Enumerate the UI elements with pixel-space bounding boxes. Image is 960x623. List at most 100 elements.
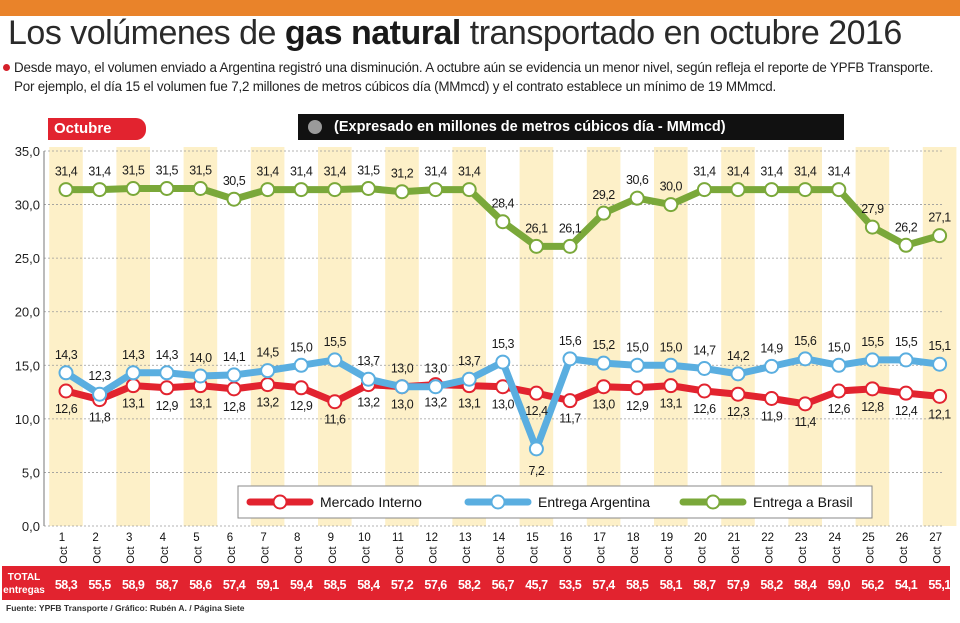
data-point-argentina xyxy=(327,352,343,368)
column-stripe xyxy=(788,147,822,526)
data-point-brasil xyxy=(360,181,376,196)
data-point-argentina xyxy=(864,352,880,368)
x-tick-day: 14 xyxy=(492,532,505,544)
data-point-argentina xyxy=(360,371,376,387)
x-tick-day: 23 xyxy=(795,532,808,544)
data-label-argentina: 15,2 xyxy=(592,338,615,352)
data-label-brasil: 29,2 xyxy=(592,188,615,202)
data-point-brasil xyxy=(58,182,74,198)
total-value: 57,4 xyxy=(592,578,615,592)
data-label-argentina: 15,1 xyxy=(928,339,951,353)
x-tick-month: Oct xyxy=(192,546,204,563)
data-label-brasil: 31,4 xyxy=(828,165,851,179)
x-tick-day: 13 xyxy=(459,532,472,544)
data-label-mercado: 12,6 xyxy=(828,402,851,416)
column-stripe xyxy=(385,147,419,526)
data-point-argentina xyxy=(932,356,948,372)
data-label-mercado: 12,6 xyxy=(693,402,716,416)
total-value: 54,1 xyxy=(895,578,918,592)
data-label-argentina: 14,3 xyxy=(55,348,78,362)
data-point-mercado xyxy=(932,388,948,404)
data-point-brasil xyxy=(696,182,712,198)
data-label-mercado: 11,6 xyxy=(324,413,346,427)
total-value: 56,2 xyxy=(861,578,884,592)
data-label-argentina: 13,7 xyxy=(458,354,481,368)
y-tick-label: 10,0 xyxy=(15,412,40,427)
column-stripe xyxy=(519,147,554,526)
totals-label-2: entregas xyxy=(3,585,45,596)
x-tick-month: Oct xyxy=(764,546,776,563)
x-tick-month: Oct xyxy=(260,546,272,563)
x-tick-month: Oct xyxy=(898,546,910,563)
x-tick-day: 16 xyxy=(560,532,573,544)
x-tick-month: Oct xyxy=(293,546,305,563)
description-text: Desde mayo, el volumen enviado a Argenti… xyxy=(14,60,934,94)
description-bullet xyxy=(3,64,10,71)
legend-label-mercado: Mercado Interno xyxy=(320,494,422,510)
data-label-argentina: 12,3 xyxy=(88,369,111,383)
data-label-argentina: 14,3 xyxy=(122,348,145,362)
data-label-brasil: 28,4 xyxy=(492,197,515,211)
data-label-mercado: 13,1 xyxy=(660,397,683,411)
x-tick-day: 3 xyxy=(126,532,132,544)
source-footer: Fuente: YPFB Transporte / Gráfico: Rubén… xyxy=(6,603,245,613)
y-tick-label: 30,0 xyxy=(15,198,40,213)
x-tick-day: 26 xyxy=(896,532,909,544)
data-label-mercado: 13,1 xyxy=(458,397,481,411)
data-point-brasil xyxy=(898,237,914,253)
total-value: 59,0 xyxy=(828,578,851,592)
data-point-brasil xyxy=(428,182,444,198)
data-point-mercado xyxy=(898,385,914,401)
data-label-argentina: 15,6 xyxy=(794,334,817,348)
data-point-argentina xyxy=(226,367,242,383)
data-point-mercado xyxy=(864,381,880,397)
data-label-mercado: 11,7 xyxy=(559,412,581,426)
data-point-argentina xyxy=(125,365,141,381)
column-stripe xyxy=(250,147,285,526)
data-label-mercado: 11,8 xyxy=(89,411,111,425)
total-value: 57,4 xyxy=(223,578,246,592)
data-label-brasil: 26,2 xyxy=(895,220,918,234)
data-label-mercado: 13,1 xyxy=(122,397,145,411)
data-point-brasil xyxy=(663,197,679,213)
total-value: 59,1 xyxy=(256,578,279,592)
data-point-mercado xyxy=(797,396,813,412)
x-tick-day: 15 xyxy=(526,532,539,544)
data-label-mercado: 13,2 xyxy=(424,396,447,410)
data-label-brasil: 30,0 xyxy=(660,180,683,194)
data-label-brasil: 31,4 xyxy=(324,165,347,179)
x-tick-day: 10 xyxy=(358,532,371,544)
y-tick-label: 0,0 xyxy=(22,519,40,534)
data-label-argentina: 13,0 xyxy=(424,362,447,376)
total-value: 58,4 xyxy=(357,578,380,592)
data-label-mercado: 12,4 xyxy=(525,404,548,418)
x-tick-day: 7 xyxy=(260,532,266,544)
total-value: 58,2 xyxy=(458,578,481,592)
x-tick-day: 9 xyxy=(328,532,334,544)
data-point-argentina xyxy=(562,351,578,367)
x-tick-day: 2 xyxy=(92,532,98,544)
data-point-brasil xyxy=(125,181,141,196)
legend-marker-brasil xyxy=(705,494,721,510)
column-stripe xyxy=(318,147,352,526)
data-point-mercado xyxy=(730,386,746,402)
data-label-mercado: 13,0 xyxy=(592,398,615,412)
data-label-argentina: 15,5 xyxy=(895,335,918,349)
x-tick-month: Oct xyxy=(528,546,540,563)
data-point-argentina xyxy=(528,441,544,457)
x-tick-month: Oct xyxy=(696,546,708,563)
data-label-argentina: 14,0 xyxy=(189,351,212,365)
column-stripe xyxy=(116,147,150,526)
x-tick-day: 1 xyxy=(59,532,65,544)
data-label-mercado: 12,3 xyxy=(727,405,750,419)
data-point-brasil xyxy=(293,182,309,198)
data-label-brasil: 31,4 xyxy=(55,165,78,179)
data-point-mercado xyxy=(58,383,74,399)
total-value: 45,7 xyxy=(525,578,548,592)
unit-label: (Expresado en millones de metros cúbicos… xyxy=(334,119,726,135)
data-label-brasil: 27,9 xyxy=(861,202,884,216)
column-stripe xyxy=(586,147,621,526)
data-label-argentina: 14,2 xyxy=(727,349,750,363)
data-label-argentina: 15,5 xyxy=(861,335,884,349)
total-value: 58,5 xyxy=(626,578,649,592)
